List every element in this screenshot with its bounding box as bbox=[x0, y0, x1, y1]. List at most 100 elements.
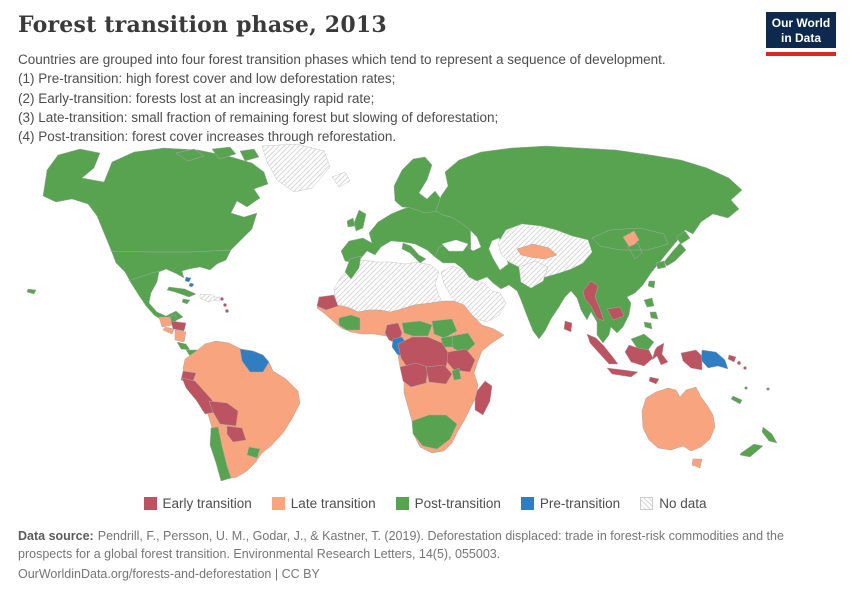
country-tanzania[interactable] bbox=[446, 348, 476, 373]
owid-logo-line2: in Data bbox=[780, 31, 821, 45]
country-papua-new-guinea[interactable] bbox=[700, 349, 729, 370]
country-paraguay[interactable] bbox=[226, 425, 247, 443]
country-united-kingdom[interactable] bbox=[353, 209, 367, 232]
world-map bbox=[0, 140, 850, 490]
subtitle-line: Countries are grouped into four forest t… bbox=[18, 52, 666, 67]
country-puerto-rico[interactable] bbox=[213, 296, 221, 302]
subtitle-line: (2) Early-transition: forests lost at an… bbox=[18, 90, 375, 106]
country-italy[interactable] bbox=[401, 242, 427, 264]
region-cote-divoire-ghana[interactable] bbox=[338, 314, 361, 331]
country-philippines[interactable] bbox=[643, 321, 653, 330]
legend-swatch-post bbox=[395, 497, 409, 510]
country-hispaniola[interactable] bbox=[199, 293, 218, 303]
country-kenya[interactable] bbox=[451, 332, 476, 355]
region-canadian-arctic[interactable] bbox=[211, 146, 237, 160]
country-solomon-islands[interactable] bbox=[737, 361, 741, 365]
country-cuba[interactable] bbox=[166, 286, 197, 298]
country-west-papua-indonesia[interactable] bbox=[680, 349, 703, 371]
owid-logo-line1: Our World bbox=[771, 16, 831, 30]
country-sri-lanka[interactable] bbox=[563, 320, 573, 333]
region-scandinavia[interactable] bbox=[393, 156, 442, 214]
country-sulawesi-indonesia[interactable] bbox=[651, 342, 669, 366]
legend-item-post-transition[interactable]: Post-transition bbox=[395, 496, 501, 511]
legend-label: Early transition bbox=[162, 496, 252, 511]
country-new-britain[interactable] bbox=[727, 354, 737, 363]
country-chile[interactable] bbox=[209, 426, 232, 482]
region-guianas[interactable] bbox=[239, 348, 270, 373]
country-south-africa[interactable] bbox=[411, 414, 458, 450]
data-source-label: Data source: bbox=[18, 529, 94, 543]
owid-logo-red-bar bbox=[766, 52, 836, 56]
country-new-zealand[interactable] bbox=[761, 426, 778, 444]
region-lesser-antilles[interactable] bbox=[220, 297, 224, 301]
country-java-indonesia[interactable] bbox=[606, 367, 639, 378]
country-philippines[interactable] bbox=[649, 311, 659, 320]
country-nicaragua[interactable] bbox=[174, 329, 187, 343]
country-greenland[interactable] bbox=[261, 143, 331, 193]
country-honduras[interactable] bbox=[170, 320, 187, 332]
country-japan[interactable] bbox=[663, 242, 687, 267]
country-myanmar[interactable] bbox=[582, 280, 605, 322]
country-sumatra-indonesia[interactable] bbox=[586, 333, 619, 365]
country-new-zealand[interactable] bbox=[739, 443, 764, 458]
legend-item-late-transition[interactable]: Late transition bbox=[271, 496, 376, 511]
country-timor[interactable] bbox=[648, 376, 660, 385]
region-lesser-antilles[interactable] bbox=[225, 309, 229, 313]
country-iceland[interactable] bbox=[331, 171, 351, 188]
country-ireland[interactable] bbox=[346, 217, 356, 228]
country-angola[interactable] bbox=[399, 362, 429, 388]
country-fiji[interactable] bbox=[766, 387, 770, 391]
country-new-caledonia[interactable] bbox=[730, 395, 743, 405]
legend-label: Post-transition bbox=[414, 496, 501, 511]
country-senegal[interactable] bbox=[316, 294, 339, 311]
country-philippines[interactable] bbox=[643, 297, 655, 308]
map-legend: Early transition Late transition Post-tr… bbox=[0, 496, 850, 511]
country-uzbekistan[interactable] bbox=[516, 243, 558, 260]
owid-url: OurWorldinData.org/forests-and-deforesta… bbox=[18, 567, 272, 581]
country-bolivia[interactable] bbox=[208, 400, 239, 427]
owid-logo: Our World in Data bbox=[766, 12, 836, 48]
country-taiwan[interactable] bbox=[647, 280, 656, 289]
country-guatemala[interactable] bbox=[158, 316, 173, 328]
country-el-salvador[interactable] bbox=[162, 326, 175, 335]
country-jamaica[interactable] bbox=[181, 298, 191, 305]
country-vanuatu[interactable] bbox=[744, 386, 748, 390]
country-japan[interactable] bbox=[655, 260, 667, 270]
country-tasmania[interactable] bbox=[691, 458, 703, 469]
country-south-sudan[interactable] bbox=[431, 318, 458, 339]
country-malaysia-borneo[interactable] bbox=[630, 333, 655, 351]
country-japan[interactable] bbox=[675, 230, 691, 245]
country-zambia[interactable] bbox=[425, 364, 453, 385]
country-solomon-islands[interactable] bbox=[743, 366, 747, 370]
country-bahamas[interactable] bbox=[188, 282, 195, 288]
region-canadian-arctic[interactable] bbox=[175, 148, 205, 162]
country-afghanistan[interactable] bbox=[518, 260, 549, 289]
country-costa-rica[interactable] bbox=[176, 341, 191, 351]
country-hawaii[interactable] bbox=[26, 288, 37, 295]
country-morocco[interactable] bbox=[344, 255, 362, 280]
country-madagascar[interactable] bbox=[474, 380, 493, 416]
country-australia[interactable] bbox=[641, 386, 716, 452]
country-kalimantan-indonesia[interactable] bbox=[624, 344, 654, 367]
legend-item-no-data[interactable]: No data bbox=[640, 496, 707, 511]
footer-source: Data source: Pendrill, F., Persson, U. M.… bbox=[18, 528, 818, 563]
legend-swatch-pre bbox=[520, 497, 534, 510]
country-uruguay[interactable] bbox=[246, 446, 261, 459]
country-bahamas[interactable] bbox=[184, 276, 192, 283]
subtitle-line: (3) Late-transition: small fraction of r… bbox=[18, 109, 499, 125]
subtitle-line: (4) Post-transition: forest cover increa… bbox=[18, 129, 397, 145]
region-lesser-antilles[interactable] bbox=[223, 303, 227, 307]
country-central-african-republic[interactable] bbox=[401, 320, 433, 337]
chart-subtitle: Countries are grouped into four forest t… bbox=[18, 50, 828, 146]
legend-item-pre-transition[interactable]: Pre-transition bbox=[520, 496, 620, 511]
region-south-america[interactable] bbox=[182, 340, 301, 480]
country-cambodia[interactable] bbox=[606, 306, 625, 321]
data-source-text: Pendrill, F., Persson, U. M., Godar, J.,… bbox=[18, 529, 784, 561]
footer-divider: | bbox=[271, 567, 282, 581]
region-north-america[interactable] bbox=[42, 147, 269, 323]
country-north-korea[interactable] bbox=[622, 230, 640, 249]
region-canadian-arctic[interactable] bbox=[239, 148, 260, 162]
country-malawi[interactable] bbox=[451, 367, 462, 381]
legend-item-early-transition[interactable]: Early transition bbox=[143, 496, 252, 511]
country-south-korea[interactable] bbox=[627, 242, 643, 260]
